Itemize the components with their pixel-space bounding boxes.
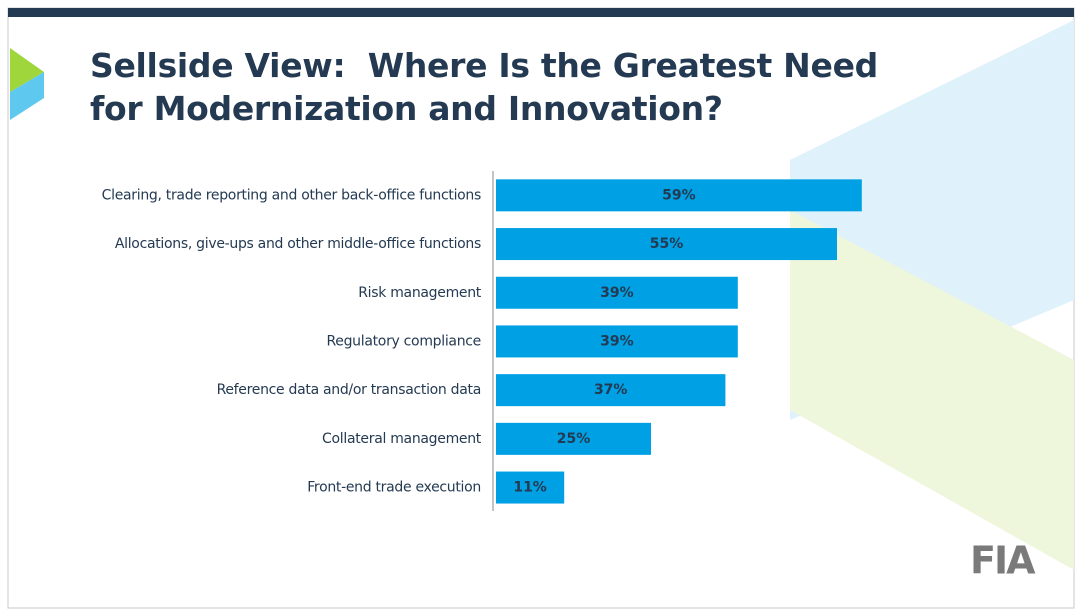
value-label: 39% <box>600 333 634 349</box>
bar <box>496 179 862 212</box>
value-label: 55% <box>650 236 684 252</box>
deco-green <box>790 210 1074 570</box>
category-label: Regulatory compliance <box>326 333 481 349</box>
icon-green <box>10 48 44 92</box>
top-band <box>8 8 1074 17</box>
bar <box>496 422 651 455</box>
value-label: 39% <box>600 285 634 301</box>
category-label: Clearing, trade reporting and other back… <box>102 187 481 203</box>
bar <box>496 325 738 358</box>
bar <box>496 276 738 309</box>
logo-text: FIA <box>970 539 1036 583</box>
value-label: 11% <box>513 480 547 496</box>
value-label: 59% <box>662 187 696 203</box>
chart-title: Sellside View: Where Is the Greatest Nee… <box>90 46 878 85</box>
value-label: 37% <box>594 382 628 398</box>
bar <box>496 374 726 407</box>
category-label: Risk management <box>358 285 482 301</box>
bar <box>496 228 837 261</box>
logo: FIA <box>970 539 1038 583</box>
bar <box>496 471 565 504</box>
icon-blue <box>10 72 44 120</box>
category-label: Allocations, give-ups and other middle-o… <box>115 236 481 252</box>
chart-title: for Modernization and Innovation? <box>90 89 723 128</box>
value-label: 25% <box>557 431 591 447</box>
category-label: Reference data and/or transaction data <box>217 382 481 398</box>
category-label: Collateral management <box>322 431 482 447</box>
category-label: Front-end trade execution <box>307 480 481 496</box>
